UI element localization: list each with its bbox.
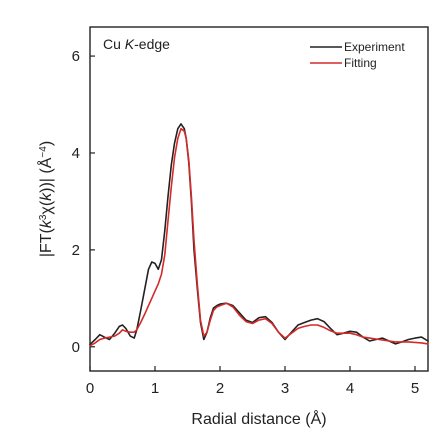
edge-annotation-prefix: Cu — [103, 36, 125, 52]
y-tick-label-1: 2 — [72, 242, 80, 259]
x-tick-label-2: 2 — [216, 380, 224, 397]
y-label-part-3: χ( — [38, 200, 55, 214]
x-tick-label-4: 4 — [346, 380, 354, 397]
x-tick-label-5: 5 — [411, 380, 419, 397]
edge-annotation-suffix: -edge — [134, 36, 170, 52]
y-label-part-2: 3 — [38, 214, 49, 220]
y-tick-label-3: 6 — [72, 48, 80, 65]
y-label-part-6: −4 — [38, 146, 49, 158]
plot-frame — [89, 26, 429, 372]
x-tick-label-0: 0 — [86, 380, 94, 397]
legend-label-experiment: Experiment — [344, 40, 405, 54]
ticks: 0 1 2 3 4 5 0 2 4 6 — [72, 48, 420, 397]
y-tick-label-2: 4 — [72, 145, 80, 162]
y-label-part-5: ))| (Å — [36, 157, 55, 193]
legend: Experiment Fitting — [310, 40, 405, 70]
y-label-part-0: |FT( — [38, 227, 55, 257]
y-axis-label: |FT(k3χ(k))| (Å−4) — [36, 141, 55, 257]
y-label-part-4: k — [38, 192, 55, 201]
x-tick-label-1: 1 — [151, 380, 159, 397]
series-line-experiment — [89, 123, 429, 346]
legend-label-fitting: Fitting — [344, 56, 377, 70]
x-tick-label-3: 3 — [281, 380, 289, 397]
edge-annotation: Cu K-edge — [103, 36, 170, 52]
series-layer — [89, 123, 429, 347]
x-axis-label: Radial distance (Å) — [191, 409, 326, 428]
y-label-part-1: k — [38, 219, 55, 228]
series-line-fitting — [89, 127, 429, 347]
y-label-part-7: ) — [38, 141, 55, 146]
y-tick-label-0: 0 — [72, 339, 80, 356]
edge-annotation-italic: K — [125, 36, 135, 52]
